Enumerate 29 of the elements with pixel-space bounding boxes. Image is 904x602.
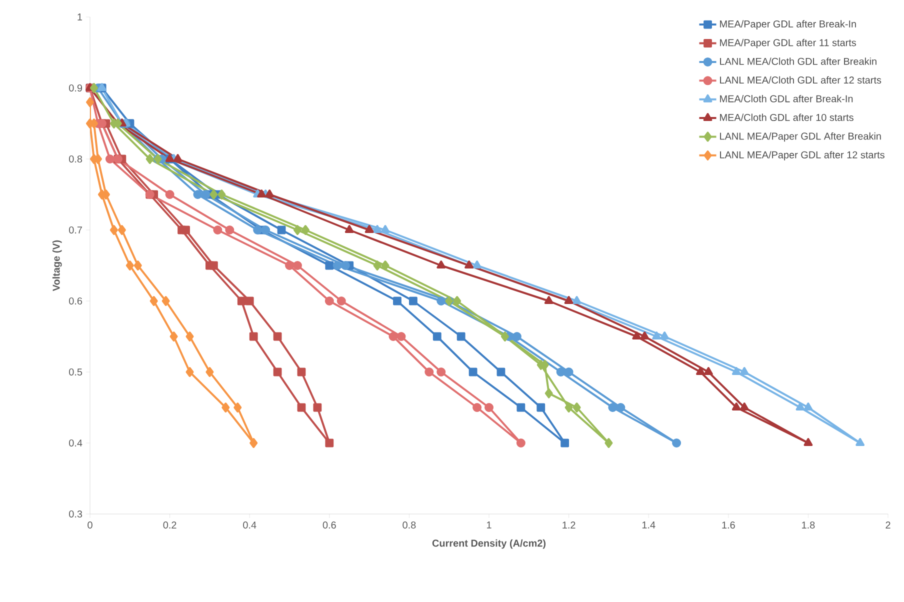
x-tick-label: 1 xyxy=(487,522,492,528)
y-tick-label: 0.5 xyxy=(69,368,82,376)
x-tick-label: 1.2 xyxy=(562,522,576,528)
x-tick-label: 1.6 xyxy=(722,522,735,529)
x-tick-label: 2 xyxy=(886,522,890,528)
y-tick-label: 0.7 xyxy=(69,226,82,234)
y-tick-label: 0.8 xyxy=(69,155,82,163)
y-tick-label: 0.4 xyxy=(69,439,82,447)
x-axis-title: Current Density (A/cm2) xyxy=(432,539,546,549)
y-tick-label: 1 xyxy=(78,14,82,20)
x-tick-label: 1.8 xyxy=(802,522,815,529)
y-tick-label: 0.6 xyxy=(69,297,82,305)
legend-label: MEA/Cloth GDL after 10 starts xyxy=(720,114,854,121)
legend-label: MEA/Paper GDL after 11 starts xyxy=(720,38,856,48)
x-tick-label: 0.8 xyxy=(402,522,416,529)
x-tick-label: 0.2 xyxy=(163,522,176,529)
legend-label: LANL MEA/Cloth GDL after 12 starts xyxy=(720,76,882,84)
legend-label: MEA/Cloth GDL after Break-In xyxy=(720,94,853,102)
legend-label: LANL MEA/Paper GDL after 12 starts xyxy=(720,151,884,160)
x-tick-label: 0.6 xyxy=(322,522,336,529)
x-tick-label: 1.4 xyxy=(642,522,656,528)
y-tick-label: 0.9 xyxy=(69,84,82,92)
x-tick-label: 0.4 xyxy=(243,522,256,529)
x-tick-label: 0 xyxy=(88,522,92,529)
legend-label: MEA/Paper GDL after Break-In xyxy=(720,20,856,30)
y-tick-label: 0.3 xyxy=(69,510,82,518)
legend-label: LANL MEA/Cloth GDL after Breakin xyxy=(720,58,876,65)
legend-label: LANL MEA/Paper GDL After Breakin xyxy=(720,132,881,142)
y-axis-title: Voltage (V) xyxy=(52,240,62,292)
